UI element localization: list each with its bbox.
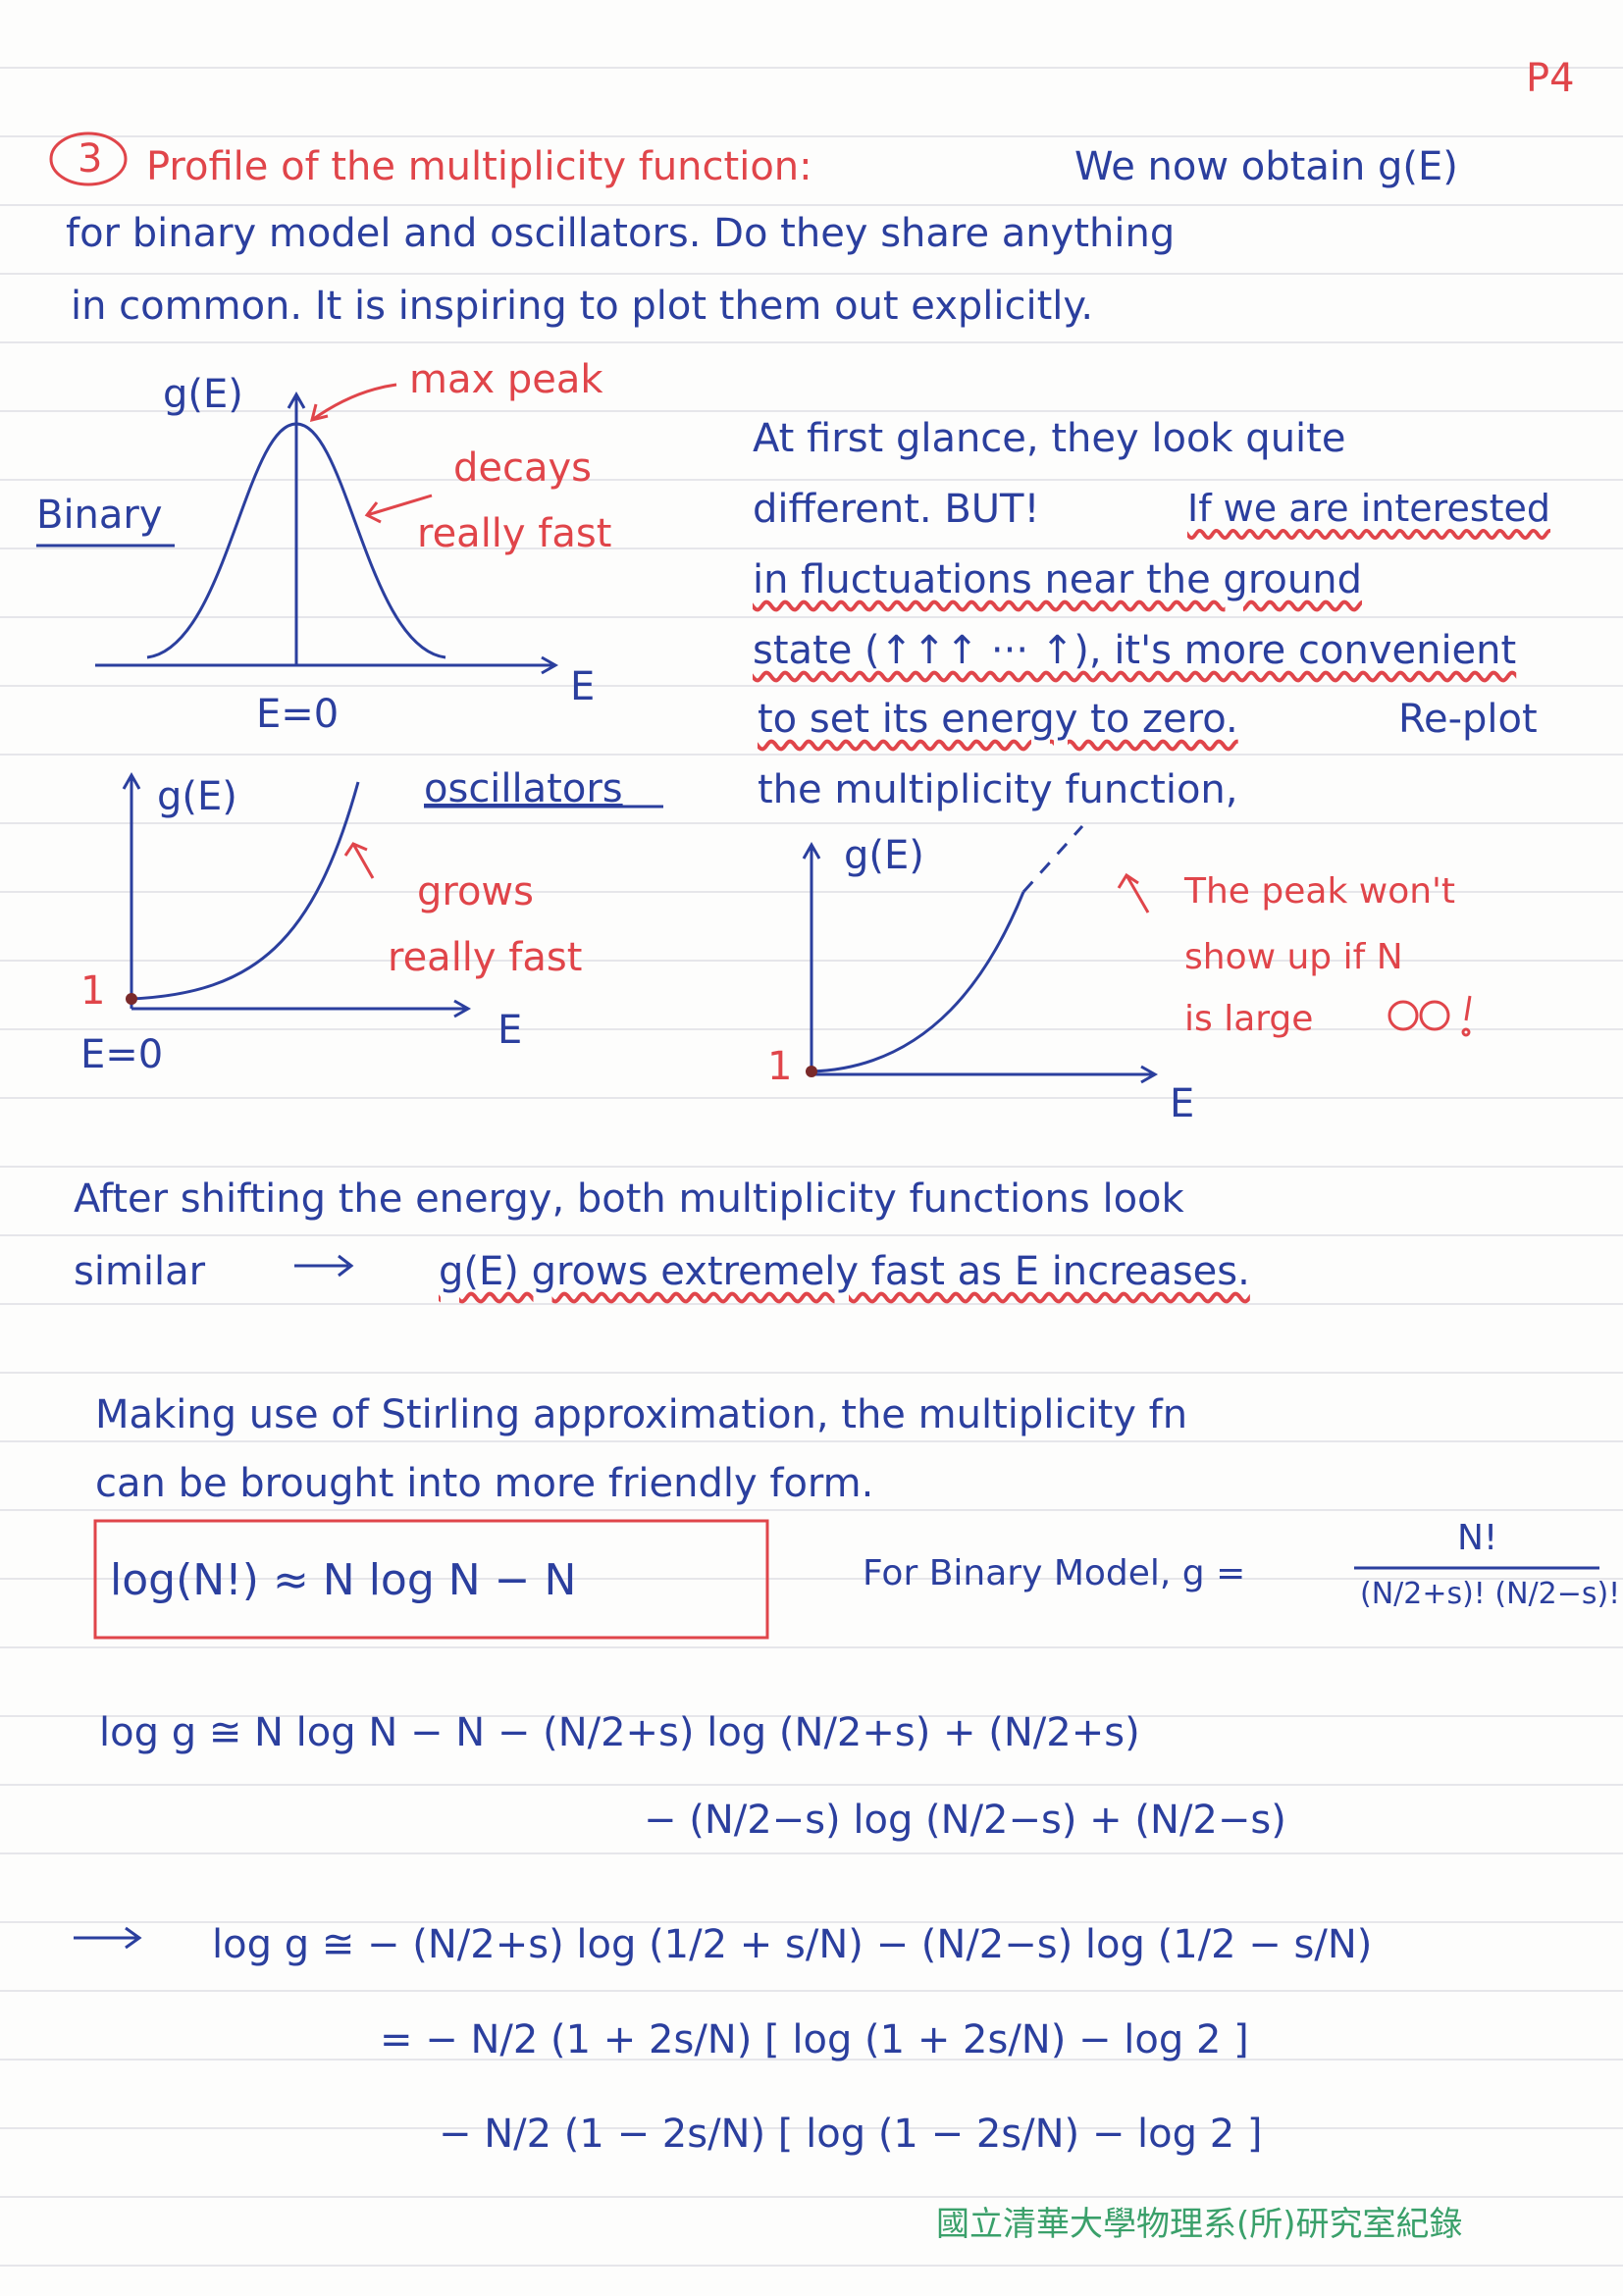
equation: − (N/2−s) log (N/2−s) + (N/2−s) — [644, 1798, 1286, 1843]
axis-label: E — [1170, 1081, 1195, 1126]
axis-label: g(E) — [163, 372, 243, 417]
equation: = − N/2 (1 + 2s/N) [ log (1 + 2s/N) − lo… — [380, 2017, 1249, 2062]
axis-label: E — [497, 1008, 523, 1053]
text-line: different. BUT! — [753, 487, 1040, 532]
section-number: 3 — [78, 136, 103, 182]
plot-label: Binary — [36, 493, 163, 538]
page-number: P4 — [1526, 56, 1575, 101]
equation: log g ≅ − (N/2+s) log (1/2 + s/N) − (N/2… — [212, 1922, 1373, 1967]
implies-arrow — [74, 1926, 142, 1950]
annotation: is large — [1184, 999, 1314, 1039]
text-line: similar — [74, 1249, 206, 1294]
plot-label: oscillators — [424, 766, 623, 811]
face — [1387, 995, 1472, 1037]
text-line: in common. It is inspiring to plot them … — [71, 284, 1094, 329]
numerator: N! — [1457, 1518, 1498, 1558]
binary-arrows — [309, 383, 433, 524]
implies-arrow — [294, 1254, 354, 1278]
text-line: to set its energy to zero. — [758, 697, 1238, 742]
formula-box — [93, 1519, 769, 1640]
annotation: really fast — [417, 511, 612, 556]
peak-arrow — [1117, 872, 1150, 913]
section-circle — [49, 131, 128, 186]
section-title: Profile of the multiplicity function: — [146, 144, 812, 189]
text-line: Re-plot — [1398, 697, 1538, 742]
origin-label: E=0 — [256, 692, 340, 737]
formula-label: For Binary Model, g = — [863, 1553, 1246, 1593]
axis-label: g(E) — [844, 833, 924, 878]
binary-plot — [36, 391, 559, 675]
text-line: can be brought into more friendly form. — [95, 1461, 874, 1506]
axis-label: E — [570, 664, 596, 709]
formula: log(N!) ≈ N log N − N — [110, 1555, 577, 1605]
text-line: state (↑↑↑ ··· ↑), it's more convenient — [753, 628, 1517, 673]
text-line: for binary model and oscillators. Do the… — [66, 211, 1176, 256]
text-line: the multiplicity function, — [758, 767, 1238, 812]
footer: 國立清華大學物理系(所)研究室紀錄 — [936, 2205, 1463, 2244]
text-line: We now obtain g(E) — [1074, 144, 1458, 189]
text-line: Making use of Stirling approximation, th… — [95, 1392, 1188, 1437]
intercept-dot — [806, 1066, 817, 1077]
text-line: g(E) grows extremely fast as E increases… — [439, 1249, 1250, 1294]
grows-arrow — [343, 842, 375, 879]
equation: log g ≅ N log N − N − (N/2+s) log (N/2+s… — [99, 1710, 1140, 1755]
denominator: (N/2+s)! (N/2−s)! — [1360, 1577, 1621, 1611]
text-line: If we are interested — [1187, 487, 1551, 530]
annotation: The peak won't — [1184, 871, 1456, 912]
annotation: decays — [453, 445, 593, 491]
text-line: At first glance, they look quite — [753, 416, 1346, 461]
annotation: really fast — [388, 935, 583, 980]
text-line: After shifting the energy, both multipli… — [74, 1176, 1184, 1222]
shifted-plot — [802, 824, 1159, 1084]
intercept-dot — [126, 993, 137, 1005]
origin-label: E=0 — [80, 1032, 164, 1077]
intercept-label: 1 — [767, 1044, 793, 1089]
text-line: in fluctuations near the ground — [753, 557, 1362, 602]
annotation: grows — [417, 869, 534, 914]
oscillators-plot — [122, 771, 663, 1018]
annotation: show up if N — [1184, 937, 1403, 977]
annotation: max peak — [409, 357, 603, 402]
equation: − N/2 (1 − 2s/N) [ log (1 − 2s/N) − log … — [439, 2112, 1263, 2157]
axis-label: g(E) — [157, 774, 237, 819]
intercept-label: 1 — [80, 968, 106, 1014]
